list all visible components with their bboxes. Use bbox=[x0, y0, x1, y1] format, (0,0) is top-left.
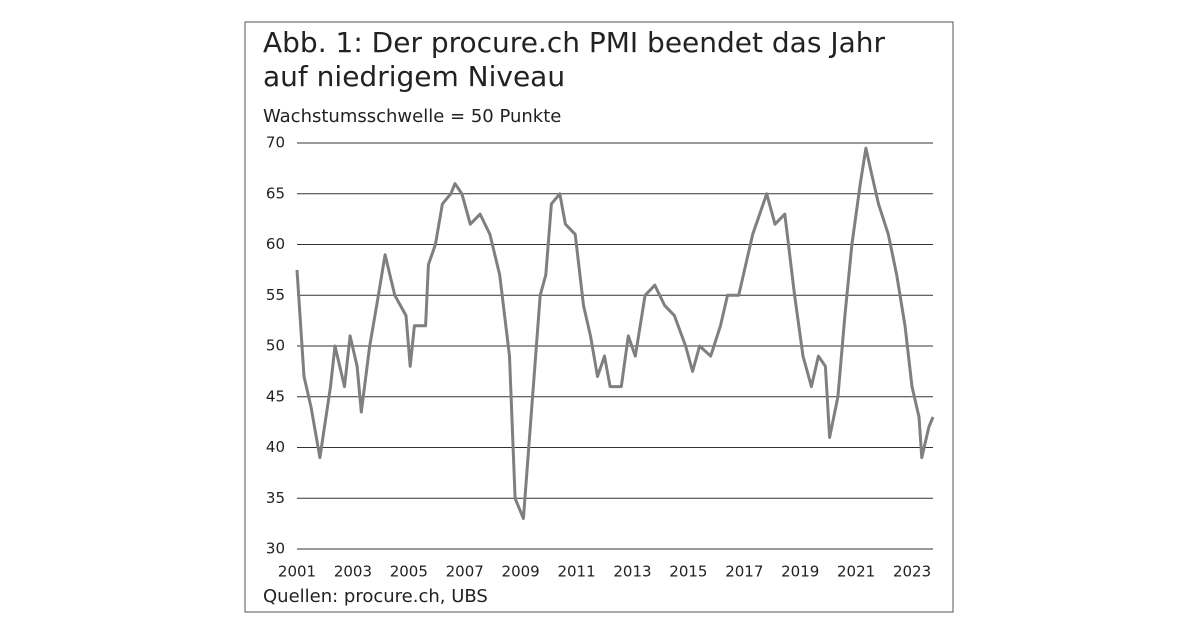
x-tick-label: 2015 bbox=[669, 563, 707, 581]
x-tick-label: 2003 bbox=[334, 563, 372, 581]
y-tick-label: 30 bbox=[266, 540, 285, 558]
y-tick-label: 40 bbox=[266, 438, 285, 456]
x-tick-label: 2021 bbox=[837, 563, 875, 581]
source: Quellen: procure.ch, UBS bbox=[263, 586, 488, 607]
x-tick-label: 2005 bbox=[390, 563, 428, 581]
x-tick-label: 2019 bbox=[781, 563, 819, 581]
x-tick-label: 2001 bbox=[278, 563, 316, 581]
x-tick-label: 2009 bbox=[502, 563, 540, 581]
x-tick-label: 2007 bbox=[446, 563, 484, 581]
y-tick-label: 65 bbox=[266, 184, 285, 202]
x-tick-label: 2011 bbox=[557, 563, 595, 581]
pmi-line bbox=[295, 146, 935, 520]
y-tick-label: 60 bbox=[266, 235, 285, 253]
x-tick-label: 2023 bbox=[893, 563, 931, 581]
frame bbox=[244, 21, 954, 613]
y-tick-label: 35 bbox=[266, 489, 285, 507]
x-tick-label: 2017 bbox=[725, 563, 763, 581]
y-tick-label: 45 bbox=[266, 387, 285, 405]
chart-title: Abb. 1: Der procure.ch PMI beendet das J… bbox=[263, 26, 885, 93]
y-tick-label: 50 bbox=[266, 337, 285, 355]
x-tick-label: 2013 bbox=[613, 563, 651, 581]
y-tick-label: 70 bbox=[266, 134, 285, 152]
subtitle: Wachstumsschwelle = 50 Punkte bbox=[263, 106, 561, 127]
y-tick-label: 55 bbox=[266, 286, 285, 304]
